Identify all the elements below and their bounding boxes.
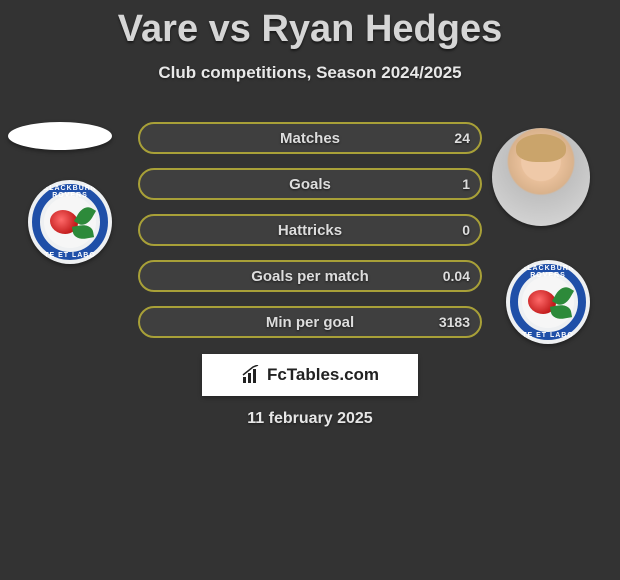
stat-row-goals-per-match: Goals per match 0.04 bbox=[138, 260, 482, 292]
stat-row-hattricks: Hattricks 0 bbox=[138, 214, 482, 246]
stat-right-value: 3183 bbox=[439, 314, 470, 330]
stat-right-value: 1 bbox=[462, 176, 470, 192]
date-text: 11 february 2025 bbox=[0, 410, 620, 428]
stat-label: Matches bbox=[280, 130, 340, 147]
stat-label: Hattricks bbox=[278, 222, 342, 239]
watermark-text: FcTables.com bbox=[267, 365, 379, 385]
stats-container: Matches 24 Goals 1 Hattricks 0 Goals per… bbox=[138, 122, 482, 352]
player-right-club-badge: BLACKBURN ROVERS TE ET LABO bbox=[506, 260, 590, 344]
badge-text-bottom: TE ET LABO bbox=[506, 332, 590, 339]
stat-row-min-per-goal: Min per goal 3183 bbox=[138, 306, 482, 338]
stat-label: Min per goal bbox=[266, 314, 354, 331]
page-title: Vare vs Ryan Hedges bbox=[0, 0, 620, 51]
stat-label: Goals per match bbox=[251, 268, 369, 285]
stat-row-goals: Goals 1 bbox=[138, 168, 482, 200]
stat-row-matches: Matches 24 bbox=[138, 122, 482, 154]
player-left-club-badge: BLACKBURN ROVERS TE ET LABO bbox=[28, 180, 112, 264]
player-right-avatar bbox=[492, 128, 590, 226]
stat-right-value: 24 bbox=[454, 130, 470, 146]
stat-right-value: 0.04 bbox=[443, 268, 470, 284]
bar-chart-icon bbox=[241, 365, 261, 385]
badge-text-bottom: TE ET LABO bbox=[28, 252, 112, 259]
player-left-avatar-placeholder bbox=[8, 122, 112, 150]
watermark: FcTables.com bbox=[202, 354, 418, 396]
page-subtitle: Club competitions, Season 2024/2025 bbox=[0, 63, 620, 83]
stat-label: Goals bbox=[289, 176, 331, 193]
stat-right-value: 0 bbox=[462, 222, 470, 238]
